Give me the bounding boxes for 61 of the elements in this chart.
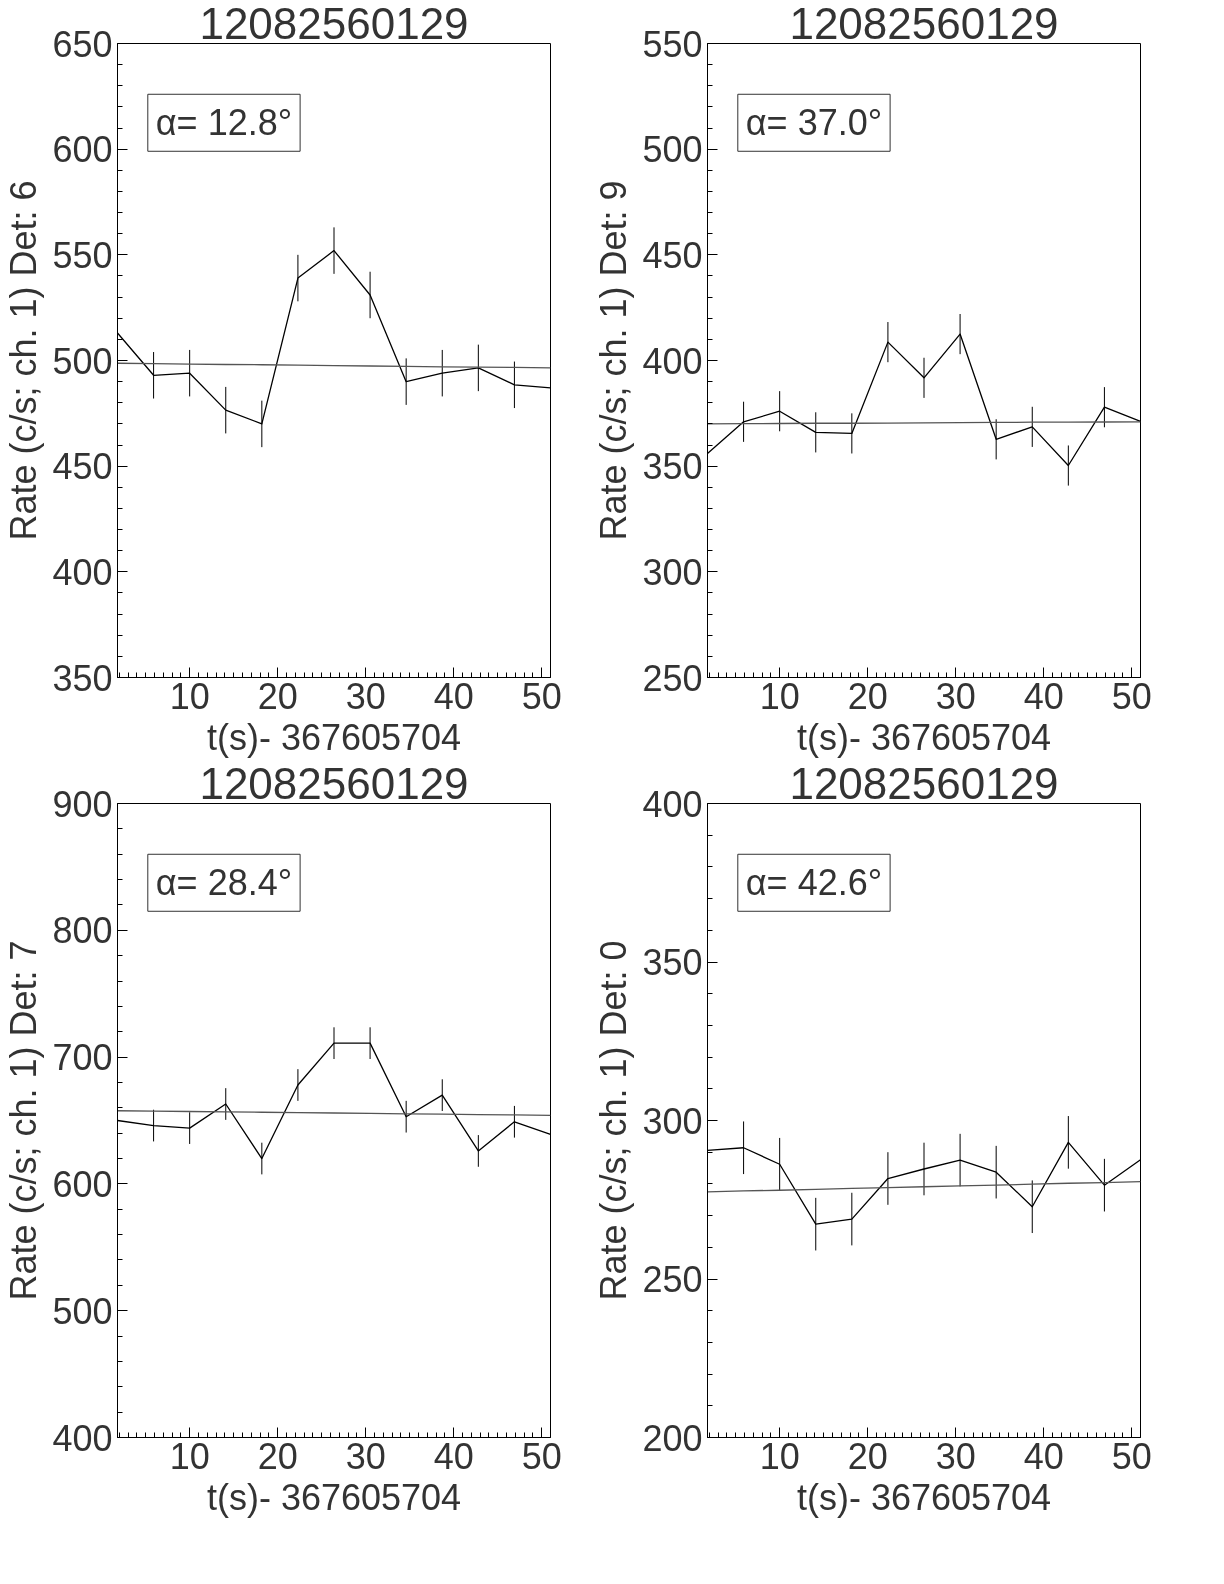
x-axis-title: t(s)- 367605704 — [206, 1476, 462, 1518]
y-tick-label: 400 — [642, 340, 703, 382]
chart-title: 12082560129 — [789, 0, 1059, 48]
x-tick-label: 10 — [169, 1435, 210, 1477]
y-tick-label: 500 — [52, 340, 113, 382]
y-tick-label: 800 — [52, 910, 113, 952]
x-tick-label: 20 — [257, 1435, 298, 1477]
x-tick-label: 30 — [935, 1435, 976, 1477]
y-axis-title: Rate (c/s; ch. 1) Det: 0 — [593, 940, 635, 1301]
y-tick-label: 700 — [52, 1037, 113, 1079]
y-tick-label: 250 — [642, 657, 703, 699]
y-tick-label: 450 — [642, 234, 703, 276]
y-axis-title: Rate (c/s; ch. 1) Det: 6 — [3, 180, 45, 541]
y-tick-label: 350 — [642, 942, 703, 983]
x-tick-label: 50 — [521, 675, 562, 717]
y-tick-label: 600 — [52, 129, 113, 171]
y-tick-label: 400 — [52, 1417, 113, 1459]
y-tick-label: 400 — [642, 783, 703, 825]
x-axis-title: t(s)- 367605704 — [796, 1476, 1052, 1518]
y-tick-label: 350 — [642, 446, 703, 488]
y-axis-title: Rate (c/s; ch. 1) Det: 7 — [3, 940, 45, 1301]
x-tick-label: 20 — [847, 675, 888, 717]
annotation: α= 37.0° — [745, 102, 883, 144]
x-tick-label: 40 — [433, 675, 474, 717]
x-tick-label: 30 — [345, 1435, 386, 1477]
y-tick-label: 350 — [52, 657, 113, 699]
x-tick-label: 30 — [345, 675, 386, 717]
x-axis-title: t(s)- 367605704 — [206, 716, 462, 758]
annotation: α= 28.4° — [155, 862, 293, 904]
y-tick-label: 600 — [52, 1163, 113, 1205]
y-tick-label: 300 — [642, 551, 703, 593]
x-tick-label: 50 — [521, 1435, 562, 1477]
y-tick-label: 400 — [52, 551, 113, 593]
y-tick-label: 650 — [52, 23, 113, 65]
annotation: α= 42.6° — [745, 862, 883, 904]
x-tick-label: 10 — [759, 1435, 800, 1477]
y-tick-label: 300 — [642, 1100, 703, 1142]
x-tick-label: 30 — [935, 675, 976, 717]
x-tick-label: 40 — [1023, 675, 1064, 717]
x-tick-label: 40 — [433, 1435, 474, 1477]
x-tick-label: 20 — [257, 675, 298, 717]
y-tick-label: 250 — [642, 1259, 703, 1300]
chart-title: 12082560129 — [199, 0, 469, 48]
y-axis-title: Rate (c/s; ch. 1) Det: 9 — [593, 180, 635, 541]
x-tick-label: 50 — [1111, 1435, 1152, 1477]
y-tick-label: 550 — [52, 234, 113, 276]
x-tick-label: 20 — [847, 1435, 888, 1477]
x-tick-label: 50 — [1111, 675, 1152, 717]
chart-title: 12082560129 — [789, 758, 1059, 808]
y-tick-label: 500 — [52, 1290, 113, 1332]
y-tick-label: 500 — [642, 129, 703, 171]
y-tick-label: 550 — [642, 23, 703, 65]
y-tick-label: 450 — [52, 446, 113, 488]
chart-title: 12082560129 — [199, 758, 469, 808]
x-tick-label: 40 — [1023, 1435, 1064, 1477]
x-axis-title: t(s)- 367605704 — [796, 716, 1052, 758]
annotation: α= 12.8° — [155, 102, 293, 144]
y-tick-label: 200 — [642, 1417, 703, 1459]
x-tick-label: 10 — [169, 675, 210, 717]
y-tick-label: 900 — [52, 783, 113, 825]
x-tick-label: 10 — [759, 675, 800, 717]
